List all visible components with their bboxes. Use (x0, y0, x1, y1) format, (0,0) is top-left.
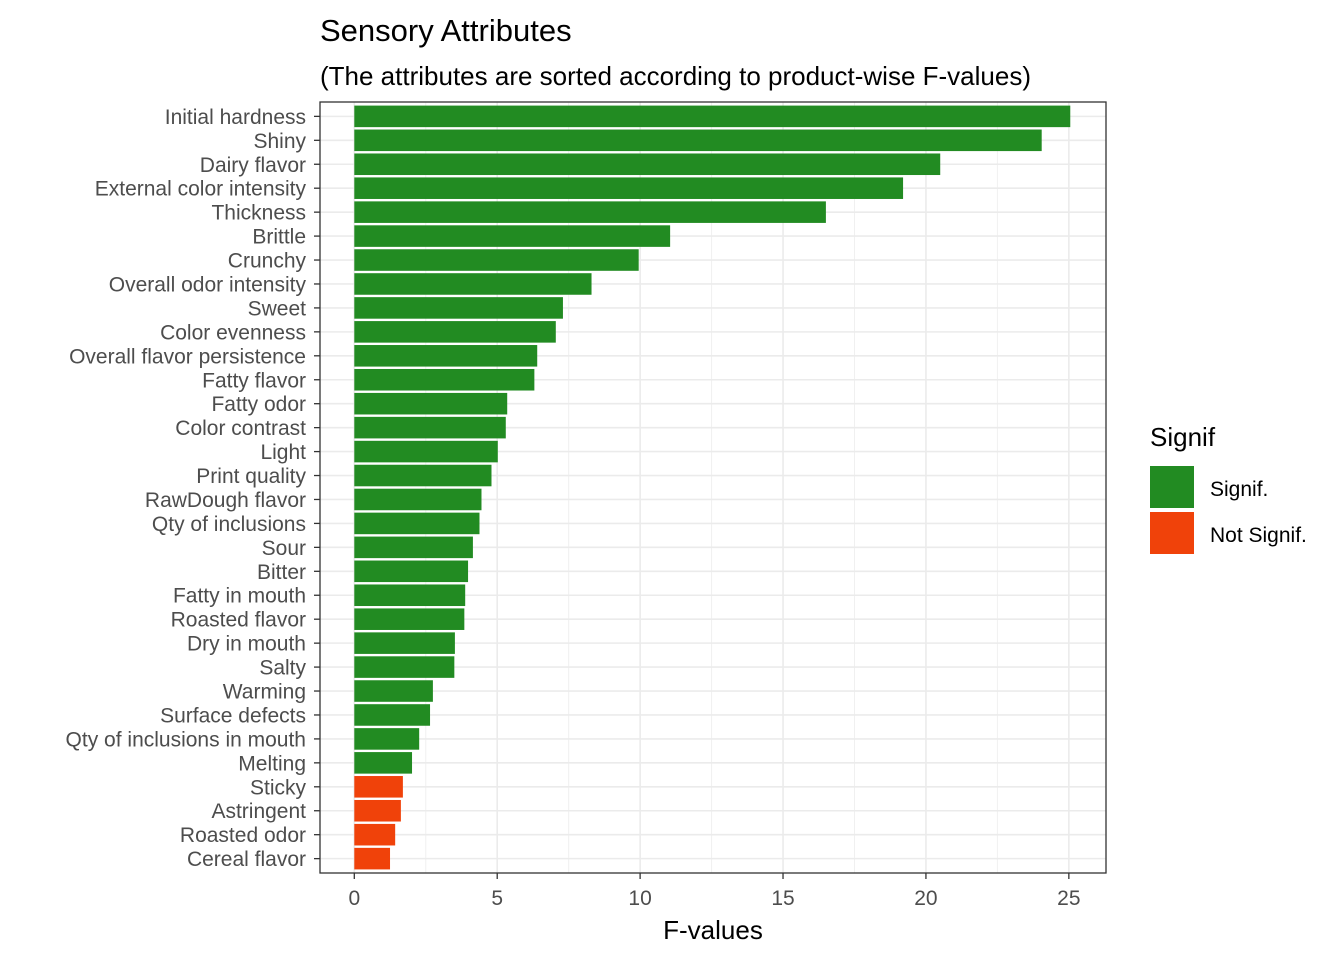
bar (354, 704, 431, 726)
y-tick-label: External color intensity (95, 178, 307, 201)
bar (354, 416, 506, 439)
bar (354, 656, 455, 678)
legend: Signif Signif. Not Signif. (1150, 422, 1307, 554)
y-tick-label: Warming (223, 681, 306, 704)
x-axis: 0 5 10 15 20 25 (348, 873, 1081, 910)
y-tick-label: Fatty flavor (202, 369, 306, 392)
bar (354, 680, 433, 702)
legend-swatch-signif (1150, 466, 1194, 508)
panel-border (319, 101, 1107, 874)
legend-label-signif: Signif. (1210, 478, 1268, 501)
bar (354, 823, 396, 846)
y-tick-label: Roasted flavor (171, 609, 306, 632)
x-axis-title: F-values (663, 915, 763, 945)
y-tick-label: Fatty odor (211, 393, 306, 416)
bar (354, 728, 420, 750)
bar (354, 129, 1042, 152)
y-tick-label: Crunchy (228, 250, 307, 273)
bar (354, 560, 469, 583)
y-tick-label: Roasted odor (180, 824, 306, 847)
bar (354, 847, 391, 870)
bar (354, 105, 1071, 128)
bar (354, 512, 480, 535)
y-tick-label: Print quality (196, 465, 306, 488)
bar (354, 632, 455, 654)
y-tick-label: Astringent (211, 800, 306, 823)
y-tick-label: Light (260, 441, 306, 464)
bar (354, 488, 482, 511)
bar (354, 201, 826, 223)
y-tick-label: Melting (238, 752, 306, 775)
bar (354, 440, 498, 463)
bar (354, 536, 473, 559)
y-tick-label: Color evenness (160, 321, 306, 344)
bar (354, 392, 508, 415)
bar (354, 464, 492, 487)
x-tick-label: 5 (491, 887, 503, 910)
bar (354, 776, 403, 798)
legend-swatch-not-signif (1150, 512, 1194, 554)
y-tick-label: Color contrast (175, 417, 306, 440)
x-tick-label: 10 (628, 887, 651, 910)
y-tick-label: Overall odor intensity (109, 273, 307, 296)
bar (354, 177, 904, 199)
bars (354, 105, 1071, 870)
y-tick-label: Salty (259, 657, 306, 680)
y-tick-label: Thickness (211, 202, 306, 225)
y-tick-label: Sour (262, 537, 306, 560)
x-tick-label: 0 (348, 887, 360, 910)
x-tick-label: 25 (1057, 887, 1080, 910)
bar (354, 225, 671, 247)
bar (354, 153, 941, 176)
x-tick-label: 20 (914, 887, 937, 910)
bar (354, 799, 401, 822)
bar (354, 345, 538, 367)
bar (354, 752, 413, 774)
y-tick-label: Dry in mouth (187, 633, 306, 656)
y-tick-label: Overall flavor persistence (69, 345, 306, 368)
bar (354, 368, 535, 391)
y-tick-label: Sweet (248, 297, 307, 320)
y-tick-label: Initial hardness (165, 106, 306, 129)
legend-label-not-signif: Not Signif. (1210, 524, 1307, 547)
bar (354, 297, 563, 319)
bar (354, 608, 465, 630)
y-tick-label: Sticky (250, 776, 307, 799)
y-tick-label: Surface defects (160, 704, 306, 727)
chart-title: Sensory Attributes (320, 13, 572, 48)
y-tick-label: Fatty in mouth (173, 585, 306, 608)
y-tick-label: RawDough flavor (145, 489, 306, 512)
y-tick-label: Dairy flavor (200, 154, 306, 177)
y-tick-label: Shiny (253, 130, 306, 153)
bar (354, 321, 556, 343)
y-tick-label: Brittle (252, 226, 306, 249)
legend-title: Signif (1150, 422, 1216, 452)
bar (354, 273, 592, 295)
x-tick-label: 15 (771, 887, 794, 910)
bar (354, 249, 639, 271)
chart-subtitle: (The attributes are sorted according to … (320, 61, 1031, 91)
bar (354, 584, 466, 607)
y-tick-label: Qty of inclusions (152, 513, 306, 536)
y-tick-label: Bitter (257, 561, 306, 584)
y-tick-label: Qty of inclusions in mouth (66, 728, 306, 751)
y-tick-label: Cereal flavor (187, 848, 306, 871)
